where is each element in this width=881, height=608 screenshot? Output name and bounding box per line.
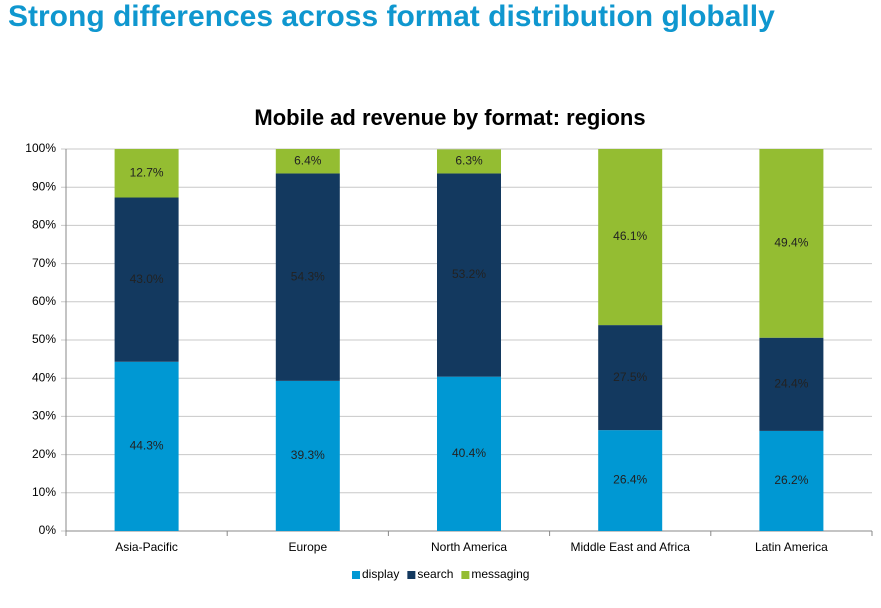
value-label: 53.2% [452,267,486,281]
value-label: 40.4% [452,446,486,460]
bar-segment [598,325,663,431]
value-label: 6.3% [455,154,483,168]
bar-segment [598,149,663,326]
y-tick-label: 0% [39,523,57,537]
value-label: 49.4% [774,236,808,250]
bar-segment [759,149,824,338]
bar-segment [759,430,824,531]
legend-swatch [461,571,470,579]
value-label: 26.4% [613,473,647,487]
y-tick-label: 70% [32,256,56,270]
x-tick-label: Asia-Pacific [115,540,178,554]
legend-label: messaging [471,567,529,581]
x-tick-label: North America [431,540,507,554]
value-label: 46.1% [613,229,647,243]
value-label: 39.3% [291,448,325,462]
legend-swatch [407,571,416,579]
value-label: 54.3% [291,269,325,283]
y-tick-label: 60% [32,294,56,308]
bar-segment [275,173,340,381]
value-label: 6.4% [294,153,322,167]
value-label: 24.4% [774,376,808,390]
value-label: 43.0% [130,272,164,286]
value-label: 12.7% [130,165,164,179]
y-tick-label: 100% [25,141,56,155]
chart-title: Mobile ad revenue by format: regions [254,105,645,130]
x-tick-label: Europe [288,540,327,554]
bar-segment [437,173,501,377]
bar-segment [437,376,501,531]
y-tick-label: 90% [32,179,56,193]
bar-segment [275,380,340,531]
bar-segment [437,149,501,174]
y-tick-label: 10% [32,485,56,499]
bar-segment [114,149,179,198]
legend-label: search [417,567,453,581]
bar-segment [275,149,340,174]
bar-segment [114,197,179,362]
bar-segment [759,337,824,431]
x-tick-label: Latin America [755,540,828,554]
y-tick-label: 30% [32,409,56,423]
x-tick-label: Middle East and Africa [570,540,690,554]
y-tick-label: 20% [32,447,56,461]
page-title: Strong differences across format distrib… [8,0,775,33]
value-label: 44.3% [130,439,164,453]
value-label: 27.5% [613,370,647,384]
bar-segment [598,430,663,531]
y-tick-label: 50% [32,332,56,346]
bar-segment [114,361,179,531]
y-tick-label: 40% [32,370,56,384]
legend-label: display [362,567,399,581]
y-tick-label: 80% [32,218,56,232]
legend-swatch [352,571,360,579]
value-label: 26.2% [774,473,808,487]
